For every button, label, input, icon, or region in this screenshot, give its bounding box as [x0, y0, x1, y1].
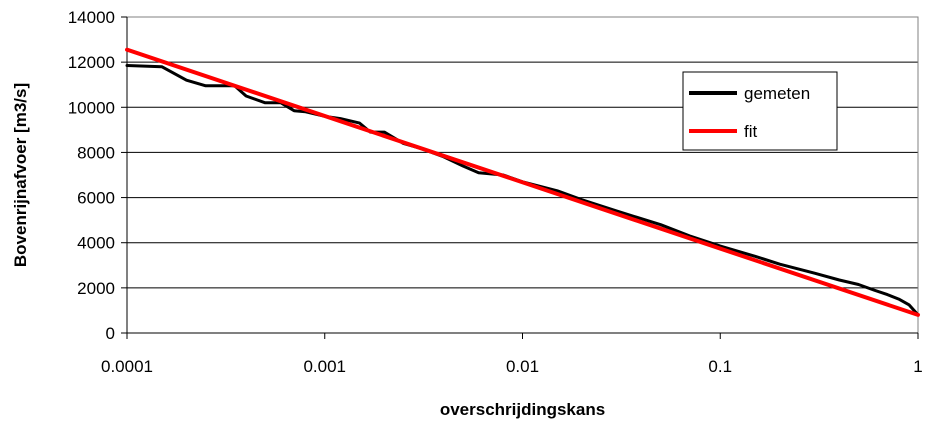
y-tick-label: 2000	[77, 279, 115, 298]
x-tick-label: 0.01	[506, 357, 539, 376]
y-tick-label: 12000	[68, 53, 115, 72]
y-tick-label: 14000	[68, 8, 115, 27]
series-line-fit	[125, 47, 920, 317]
x-tick-label: 0.0001	[101, 357, 153, 376]
y-tick-label: 4000	[77, 234, 115, 253]
legend-label-fit: fit	[744, 122, 758, 141]
x-tick-label: 0.1	[708, 357, 732, 376]
series-lines	[125, 47, 920, 317]
legend: gemeten fit	[682, 71, 838, 151]
y-tick-label: 10000	[68, 98, 115, 117]
x-tick-label: 0.001	[303, 357, 346, 376]
y-tick-label: 8000	[77, 143, 115, 162]
legend-label-gemeten: gemeten	[744, 84, 810, 103]
y-axis-title: Bovenrijnafvoer [m3/s]	[11, 83, 30, 267]
x-axis-title: overschrijdingskans	[440, 400, 605, 419]
legend-box	[682, 71, 838, 151]
y-tick-label: 6000	[77, 189, 115, 208]
gridlines	[127, 16, 918, 289]
plot-area	[126, 16, 919, 334]
y-tick-label: 0	[106, 324, 115, 343]
x-axis: 0.0001 0.001 0.01 0.1 1	[101, 332, 923, 376]
series-line-gemeten	[125, 64, 920, 317]
y-axis: 0 2000 4000 6000 8000 10000 12000 14000	[68, 8, 128, 343]
x-tick-label: 1	[913, 357, 922, 376]
